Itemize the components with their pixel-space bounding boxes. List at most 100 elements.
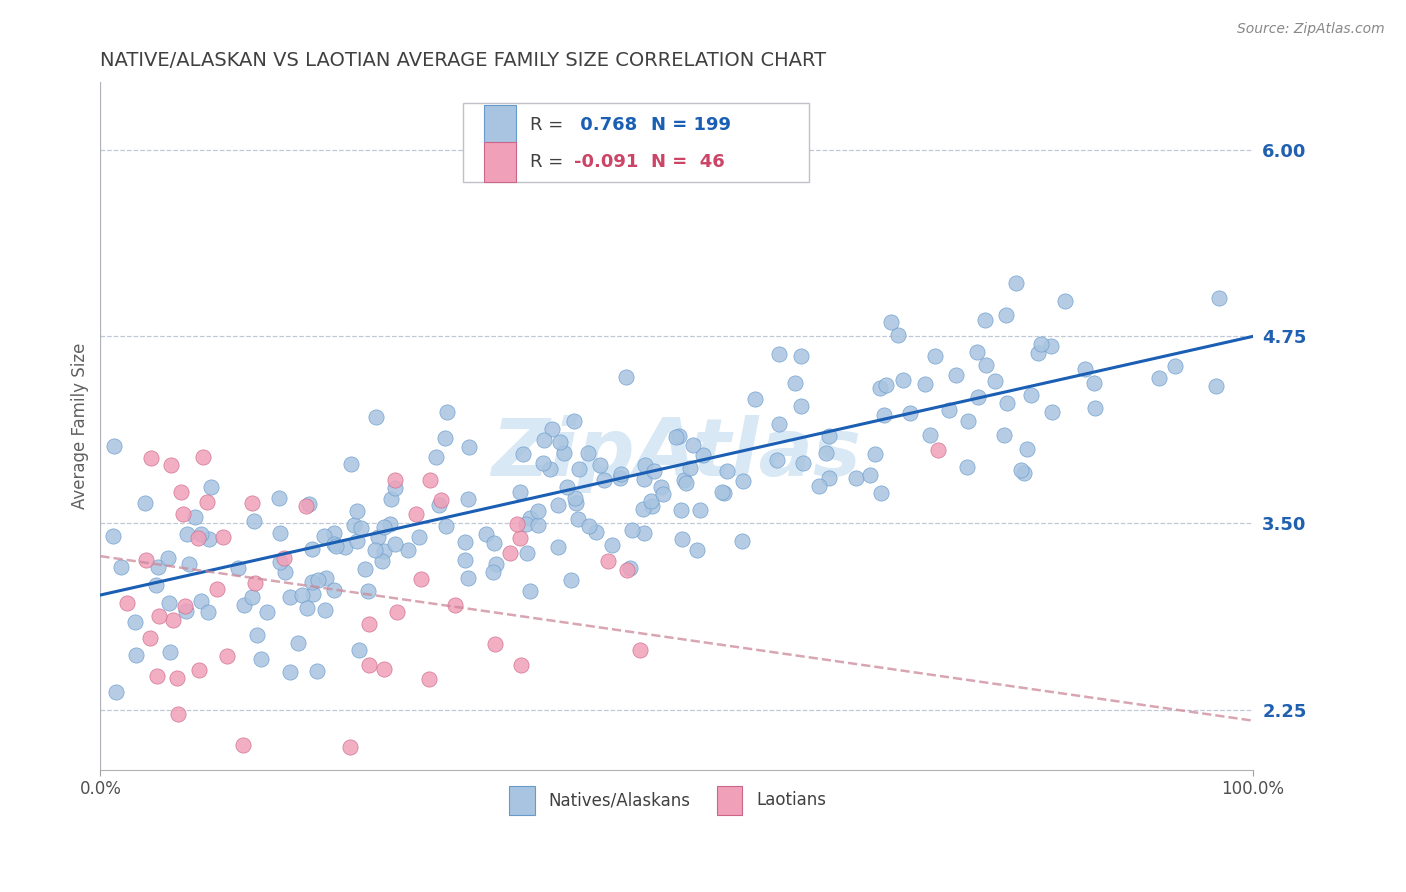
Point [385,606,408,620]
Point [380,491,402,506]
Point [898,407,921,421]
Point [516,546,538,560]
Point [548,435,571,450]
Point [211,530,233,544]
Point [1208,291,1230,305]
Text: R =: R = [530,116,569,134]
Point [875,377,897,392]
Point [668,429,690,443]
Text: N =  46: N = 46 [651,153,725,171]
Point [418,672,440,686]
Point [346,504,368,518]
Point [273,550,295,565]
Point [789,399,811,413]
Point [640,493,662,508]
Point [616,563,638,577]
Point [631,502,654,516]
Point [650,480,672,494]
Point [205,582,228,596]
Point [914,376,936,391]
Point [405,508,427,522]
Point [307,573,329,587]
Point [731,534,754,549]
Point [145,577,167,591]
Point [531,457,554,471]
Point [160,458,183,472]
Point [553,446,575,460]
Point [527,504,550,518]
Point [187,531,209,545]
Point [956,459,979,474]
Point [243,576,266,591]
Point [585,525,607,540]
Point [973,313,995,327]
Point [356,583,378,598]
Point [692,448,714,462]
Point [323,582,346,597]
Point [274,566,297,580]
Point [315,571,337,585]
Point [301,542,323,557]
Point [672,473,695,487]
Point [103,440,125,454]
Point [1021,388,1043,402]
Point [945,368,967,382]
Point [408,530,430,544]
Text: N = 199: N = 199 [651,116,731,134]
Point [482,565,505,579]
Point [686,543,709,558]
Point [1012,466,1035,480]
Point [716,464,738,478]
Point [924,349,946,363]
Point [291,588,314,602]
Point [869,381,891,395]
Point [993,427,1015,442]
Point [790,349,813,363]
Point [301,587,323,601]
Point [190,527,212,541]
Point [384,481,406,495]
Point [305,665,328,679]
Point [125,648,148,662]
Point [301,575,323,590]
Point [434,519,457,533]
Text: Laotians: Laotians [756,791,825,809]
Point [457,491,479,506]
Point [436,405,458,419]
Point [567,512,589,526]
Point [278,665,301,679]
Point [533,434,555,448]
Point [744,392,766,407]
Point [873,408,896,422]
Point [956,414,979,428]
Point [269,556,291,570]
Point [710,485,733,500]
Point [124,615,146,630]
Point [484,536,506,550]
Point [886,328,908,343]
Point [191,450,214,464]
Point [134,496,156,510]
Point [170,484,193,499]
Point [434,431,457,445]
Point [547,498,569,512]
Point [509,485,531,500]
Point [190,593,212,607]
Point [172,507,194,521]
Point [454,553,477,567]
Point [173,599,195,613]
Point [256,606,278,620]
Point [1084,401,1107,416]
Point [1029,336,1052,351]
Point [176,527,198,541]
Point [475,526,498,541]
Point [984,375,1007,389]
Point [593,473,616,487]
Point [166,707,188,722]
Point [1083,376,1105,391]
Point [682,438,704,452]
Point [384,537,406,551]
Point [359,658,381,673]
Point [869,485,891,500]
Point [1026,345,1049,359]
